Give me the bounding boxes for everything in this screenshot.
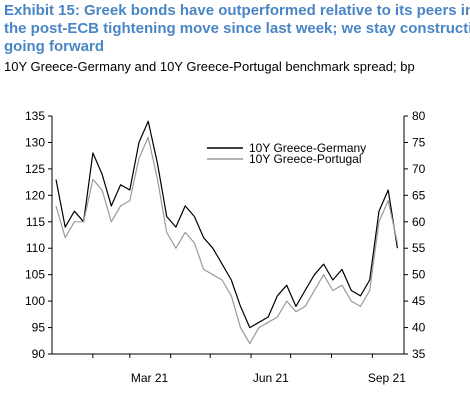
right-axis-tick-label: 55 (412, 241, 426, 255)
left-axis-tick-label: 130 (25, 135, 45, 149)
left-axis-tick-label: 100 (25, 294, 45, 308)
left-axis-tick-label: 90 (32, 347, 46, 361)
right-axis-tick-label: 80 (412, 109, 426, 123)
right-axis-tick-label: 75 (412, 135, 426, 149)
right-axis-tick-label: 60 (412, 215, 426, 229)
chart-title-line-2: the post-ECB tightening move since last … (4, 20, 470, 37)
chart-series (55, 120, 398, 344)
x-axis-tick-label: Jun 21 (253, 371, 289, 385)
legend-label: 10Y Greece-Germany (249, 141, 366, 155)
left-axis-tick-label: 115 (26, 215, 45, 229)
series-line-greece-germany (55, 120, 398, 329)
right-axis-tick-label: 40 (412, 321, 426, 335)
chart-title-line-3: going forward (4, 38, 104, 55)
chart-subtitle: 10Y Greece-Germany and 10Y Greece-Portug… (4, 59, 415, 74)
left-axis-tick-label: 125 (25, 162, 45, 176)
x-axis-tick-label: Mar 21 (131, 371, 169, 385)
x-axis-tick-label: Sep 21 (368, 371, 406, 385)
chart-title: Exhibit 15: Greek bonds have outperforme… (4, 2, 470, 56)
right-axis-tick-label: 50 (412, 268, 426, 282)
right-axis-tick-label: 45 (412, 294, 426, 308)
right-axis-tick-label: 65 (412, 188, 426, 202)
chart-title-line-1: Exhibit 15: Greek bonds have outperforme… (4, 2, 470, 19)
series-line-greece-portugal (55, 136, 398, 344)
right-axis-tick-label: 70 (412, 162, 426, 176)
left-axis-tick-label: 135 (25, 109, 45, 123)
left-axis-tick-label: 120 (25, 188, 45, 202)
chart-axes: 90 95 100 105 110 115 120 125 130 135 35 40 45 50 55 60… (25, 109, 426, 385)
right-axis-tick-label: 35 (412, 347, 426, 361)
legend-label: 10Y Greece-Portugal (249, 152, 362, 166)
left-axis-tick-label: 95 (32, 321, 46, 335)
left-axis-tick-label: 105 (25, 268, 45, 282)
left-axis-tick-label: 110 (26, 241, 45, 255)
